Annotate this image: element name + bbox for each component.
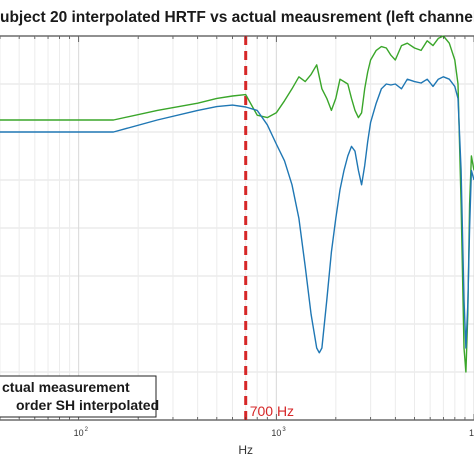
legend-box [0,375,157,418]
x-tick-label-base: 10 [469,428,474,438]
x-axis-ticks: 102103104 [0,36,474,438]
series [0,35,474,373]
x-tick-label: 104 [469,428,474,438]
x-tick-label-exponent: 2 [85,427,89,433]
annotation: 700 Hz [244,36,294,420]
x-tick-label-base: 10 [271,428,281,438]
series-line-actual-measurement [0,76,474,354]
legend[interactable]: ctual measurement order SH interpolated [0,375,159,418]
x-tick-label-exponent: 3 [282,427,286,433]
x-tick-label-base: 10 [74,428,84,438]
x-axis-label: Hz [238,443,253,457]
legend-entry-sh: order SH interpolated [16,397,159,413]
grid [0,36,474,420]
x-tick-label: 10 2 [74,427,89,438]
x-tick-label: 10 3 [271,427,286,438]
series-line-sh-interpolated [0,35,474,373]
legend-entry-actual: ctual measurement [2,379,130,395]
chart-title: ubject 20 interpolated HRTF vs actual me… [0,9,474,26]
annotation-label: 700 Hz [250,403,294,419]
